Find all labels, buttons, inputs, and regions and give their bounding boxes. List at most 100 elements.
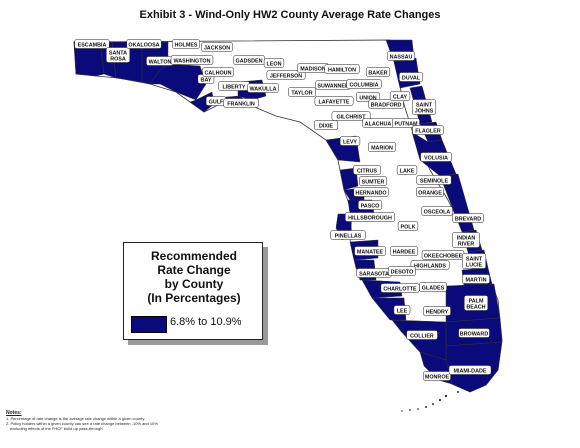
county-label-box: [346, 79, 382, 89]
county-name: BRADFORD: [371, 103, 402, 109]
legend-title-line: (In Percentages): [147, 291, 241, 305]
county-label-pasco: PASCO: [358, 200, 383, 210]
county-label-putnam: PUTNAM: [392, 118, 420, 128]
florida-keys: [401, 391, 459, 412]
county-label-box: [106, 47, 131, 63]
county-label-box: [458, 328, 490, 338]
county-name: ESCAMBIA: [78, 43, 107, 49]
county-label-box: [410, 260, 450, 270]
county-label-box: [330, 230, 366, 240]
county-label-monroe: MONROE: [423, 371, 451, 381]
county-name: WALTON: [149, 60, 172, 66]
county-name: LIBERTY: [222, 85, 245, 91]
county-label-bradford: BRADFORD: [368, 99, 404, 109]
county-label-collier: COLLIER: [406, 330, 438, 340]
county-label-box: [345, 212, 395, 222]
county-label-box: [266, 70, 306, 80]
county-label-box: [74, 39, 110, 49]
county-name: WAKULLA: [250, 87, 277, 93]
county-label-box: [452, 232, 480, 248]
county-name: LAFAYETTE: [319, 100, 350, 106]
note-line: excluding effects of the FHCF build-up p…: [10, 426, 104, 431]
county-name: FRANKLIN: [227, 102, 255, 108]
county-label-box: [353, 187, 389, 197]
county-label-box: [462, 253, 487, 269]
county-name: BREVARD: [455, 217, 481, 223]
county-name: SARASOTA: [359, 272, 389, 278]
county-name: BAKER: [368, 71, 387, 77]
county-label-miami-dade: MIAMI-DADE: [448, 365, 492, 375]
county-label-duval: DUVAL: [399, 72, 424, 82]
notes: Notes: 1. Percentage of rate change is t…: [6, 410, 158, 432]
county-label-box: [419, 282, 447, 292]
county-label-osceola: OSCEOLA: [421, 206, 453, 216]
county-name: COLUMBIA: [349, 83, 378, 89]
county-label-clay: CLAY: [389, 91, 411, 101]
county-name: CITRUS: [357, 169, 377, 175]
county-name: RIVER: [458, 242, 475, 248]
county-name: DUVAL: [402, 76, 421, 82]
county-name: SANTA: [109, 51, 127, 57]
county-name: UNION: [359, 96, 376, 102]
county-label-baker: BAKER: [366, 67, 391, 77]
county-name: OSCEOLA: [424, 210, 451, 216]
notes-heading: Notes:: [6, 410, 22, 416]
county-label-box: [172, 39, 200, 49]
county-name: CLAY: [393, 95, 408, 101]
county-name: WASHINGTON: [173, 59, 210, 65]
county-label-orange: ORANGE: [416, 187, 444, 197]
county-name: OKALOOSA: [128, 43, 159, 49]
county-label-polk: POLK: [397, 221, 419, 231]
county-name: NASSAU: [390, 55, 413, 61]
county-label-box: [331, 111, 371, 121]
county-label-hernando: HERNANDO: [353, 187, 389, 197]
county-name: GULF: [209, 100, 224, 106]
county-label-jackson: JACKSON: [201, 42, 233, 52]
county-name: DESOTO: [391, 270, 414, 276]
county-name: PUTNAM: [394, 122, 418, 128]
county-name: JOHNS: [415, 109, 434, 115]
legend-range-label: 6.8% to 10.9%: [170, 316, 242, 328]
county-label-suwannee: SUWANNEE: [315, 80, 351, 90]
county-label-washington: WASHINGTON: [170, 55, 214, 65]
county-label-box: [314, 96, 354, 106]
county-label-box: [223, 98, 259, 108]
county-label-box: [421, 206, 453, 216]
county-label-liberty: LIBERTY: [218, 81, 250, 91]
county-name: VOLUSIA: [424, 156, 448, 162]
county-label-hillsborough: HILLSBOROUGH: [345, 212, 395, 222]
county-name: JACKSON: [204, 46, 230, 52]
county-label-lafayette: LAFAYETTE: [314, 96, 354, 106]
county-name: HOLMES: [174, 43, 197, 49]
county-label-box: [247, 83, 279, 93]
county-label-madison: MADISON: [297, 63, 329, 73]
county-name: CHARLOTTE: [383, 287, 417, 293]
county-name: TAYLOR: [291, 91, 312, 97]
county-label-box: [359, 176, 387, 186]
county-label-box: [389, 91, 411, 101]
county-label-nassau: NASSAU: [387, 51, 415, 61]
county-label-box: [366, 67, 391, 77]
county-label-box: [126, 39, 162, 49]
county-label-okeechobee: OKEECHOBEE: [421, 250, 465, 260]
county-label-levy: LEVY: [339, 136, 361, 146]
county-label-leon: LEON: [263, 58, 285, 68]
county-name: MANATEE: [357, 250, 384, 256]
legend-swatch: [131, 316, 167, 333]
county-label-box: [448, 365, 492, 375]
county-label-okaloosa: OKALOOSA: [126, 39, 162, 49]
county-label-box: [368, 142, 396, 152]
note-line: 1. Percentage of rate change is the aver…: [6, 416, 146, 421]
county-label-wakulla: WAKULLA: [247, 83, 279, 93]
county-label-box: [406, 330, 438, 340]
county-label-charlotte: CHARLOTTE: [380, 283, 420, 293]
county-name: HARDEE: [393, 250, 416, 256]
county-name: GADSDEN: [236, 59, 263, 65]
county-name: ROSA: [110, 57, 126, 63]
county-label-jefferson: JEFFERSON: [266, 70, 306, 80]
county-label-box: [388, 266, 416, 276]
